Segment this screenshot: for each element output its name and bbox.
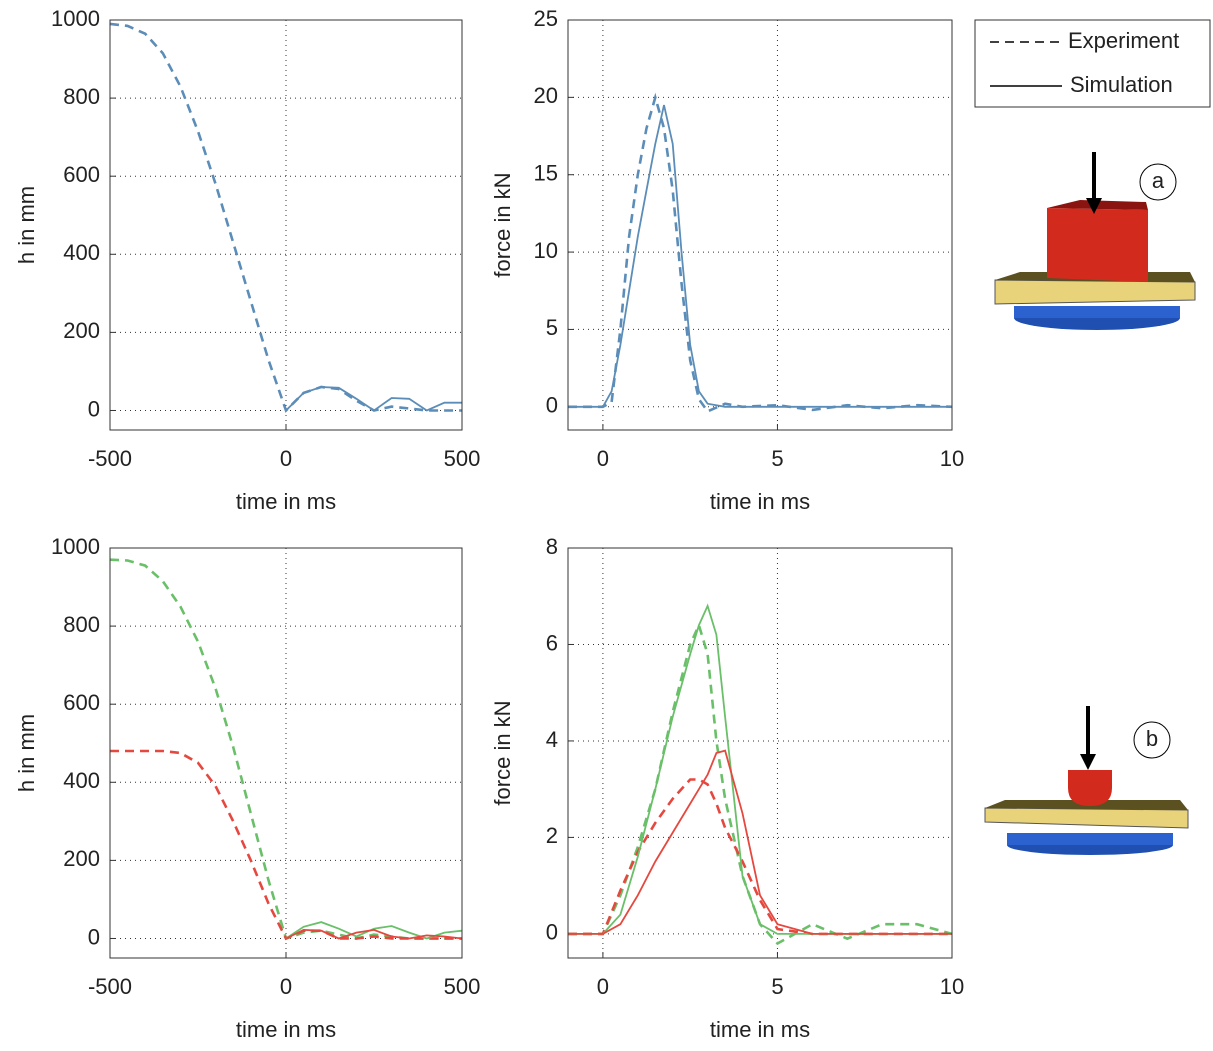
illustration-b: b [984,706,1189,855]
y-tick-label: 5 [546,315,558,340]
data-line [568,621,953,946]
label-circle [1133,721,1171,759]
y-tick-label: 20 [534,83,558,108]
x-axis-label: time in ms [236,489,336,514]
y-tick-label: 600 [63,690,100,715]
x-tick-label: 500 [444,974,481,999]
y-tick-label: 4 [546,727,558,752]
x-tick-label: 0 [280,446,292,471]
y-tick-label: 400 [63,240,100,265]
y-axis-label: h in mm [14,186,39,264]
y-tick-label: 200 [63,846,100,871]
panel-label: b [1146,726,1158,751]
x-axis-label: time in ms [710,489,810,514]
data-line [568,778,952,936]
label-circle [1139,163,1177,201]
illustration-a: a [994,152,1196,330]
x-tick-label: -500 [88,446,132,471]
x-tick-label: 0 [597,974,609,999]
y-tick-label: 200 [63,318,100,343]
y-axis-label: force in kN [490,172,515,277]
puck [1068,770,1112,806]
y-tick-label: 8 [546,534,558,559]
x-tick-label: 5 [771,974,783,999]
y-tick-label: 400 [63,768,100,793]
x-tick-label: 0 [280,974,292,999]
y-tick-label: 800 [63,612,100,637]
x-axis-label: time in ms [710,1017,810,1042]
arrow-head [1080,754,1096,770]
x-tick-label: 10 [940,974,964,999]
x-axis-label: time in ms [236,1017,336,1042]
y-tick-label: 600 [63,162,100,187]
legend-label: Simulation [1070,72,1173,97]
x-tick-label: 0 [597,446,609,471]
axes-frame [567,547,953,959]
y-tick-label: 6 [546,630,558,655]
data-line [285,386,462,412]
y-axis-label: force in kN [490,700,515,805]
base-plate [1014,306,1180,318]
board [994,279,1196,305]
y-tick-label: 0 [546,393,558,418]
y-tick-label: 0 [546,920,558,945]
plot-area [568,20,952,430]
y-tick-label: 800 [63,84,100,109]
y-tick-label: 2 [546,823,558,848]
y-tick-label: 1000 [51,6,100,31]
y-tick-label: 1000 [51,534,100,559]
y-axis-label: h in mm [14,714,39,792]
x-tick-label: -500 [88,974,132,999]
x-tick-label: 5 [771,446,783,471]
axes-frame [109,547,463,959]
cube [1047,208,1148,282]
panel-label: a [1152,168,1165,193]
y-tick-label: 0 [88,924,100,949]
y-tick-label: 15 [534,161,558,186]
x-tick-label: 10 [940,446,964,471]
axes-frame [567,19,953,431]
axes-frame [109,19,463,431]
plot-area [568,548,952,958]
arrow-head [1086,198,1102,214]
data-line [568,749,952,935]
legend-frame [974,19,1211,108]
board [984,807,1189,829]
y-tick-label: 0 [88,396,100,421]
y-tick-label: 10 [534,238,558,263]
legend-box: Experiment Simulation [974,19,1211,108]
legend-label: Experiment [1068,28,1179,53]
x-tick-label: 500 [444,446,481,471]
data-line [568,104,952,408]
data-line [285,928,463,940]
base-plate [1007,833,1173,845]
y-tick-label: 25 [534,6,558,31]
